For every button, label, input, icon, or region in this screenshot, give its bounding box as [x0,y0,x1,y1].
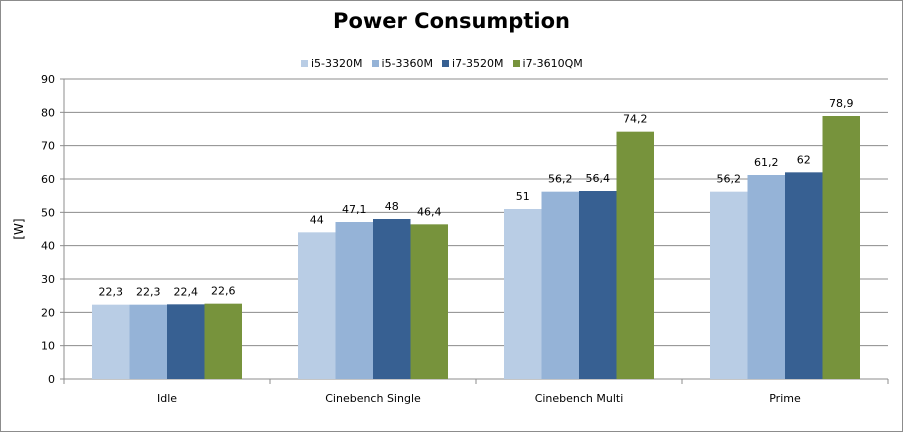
data-label: 62 [797,153,811,166]
data-label: 61,2 [754,156,779,169]
legend-swatch [512,59,520,67]
bar [298,232,336,379]
bar [785,172,823,379]
data-label: 74,2 [623,113,648,126]
legend-label: i7-3520M [452,56,504,70]
bar [822,116,860,379]
data-label: 51 [516,190,530,203]
y-tick-label: 60 [41,173,55,186]
legend-swatch [301,59,308,67]
legend-item: i5-3360M [371,56,434,70]
y-tick-label: 20 [41,306,55,319]
chart-legend: i5-3320M i5-3360M i7-3520M i7-3610QM [301,56,586,70]
y-axis-label: [W] [12,218,26,239]
bar [373,219,411,379]
y-tick-label: 80 [41,106,55,119]
bar [579,191,617,379]
data-label: 48 [385,200,399,213]
bar [747,175,785,379]
bar [616,131,654,379]
bar [204,303,242,379]
y-tick-label: 40 [41,240,55,253]
legend-swatch [442,59,450,67]
bar [92,304,130,379]
x-category-label: Prime [769,392,801,405]
x-category-label: Idle [157,392,177,405]
data-label: 47,1 [342,203,367,216]
bar [167,304,205,379]
y-tick-label: 30 [41,273,55,286]
legend-label: i5-3320M [311,56,363,70]
legend-label: i5-3360M [381,56,434,70]
data-label: 44 [310,213,324,226]
bar [541,191,579,379]
bar [410,224,448,379]
data-label: 22,6 [211,285,236,298]
y-tick-label: 90 [41,73,55,86]
y-tick-label: 10 [41,340,55,353]
bar [335,222,373,379]
data-label: 78,9 [829,97,854,110]
y-tick-label: 0 [48,373,55,386]
bar [710,191,748,379]
data-label: 56,4 [586,172,611,185]
x-category-label: Cinebench Single [325,392,421,405]
y-tick-label: 70 [41,140,55,153]
bar [129,304,167,379]
legend-item: i7-3520M [442,57,504,70]
data-label: 56,2 [548,173,573,186]
data-label: 22,3 [136,286,161,299]
data-label: 56,2 [717,173,742,186]
data-label: 22,4 [174,285,199,298]
legend-label: i7-3610QM [522,56,583,70]
chart-title: Power Consumption [333,9,570,33]
x-category-label: Cinebench Multi [535,392,624,405]
legend-item: i7-3610QM [512,56,583,70]
data-label: 46,4 [417,205,442,218]
legend-item: i5-3320M [301,57,363,70]
legend-swatch [371,59,379,67]
bar [504,209,542,379]
y-tick-label: 50 [41,206,55,219]
data-label: 22,3 [99,286,124,299]
